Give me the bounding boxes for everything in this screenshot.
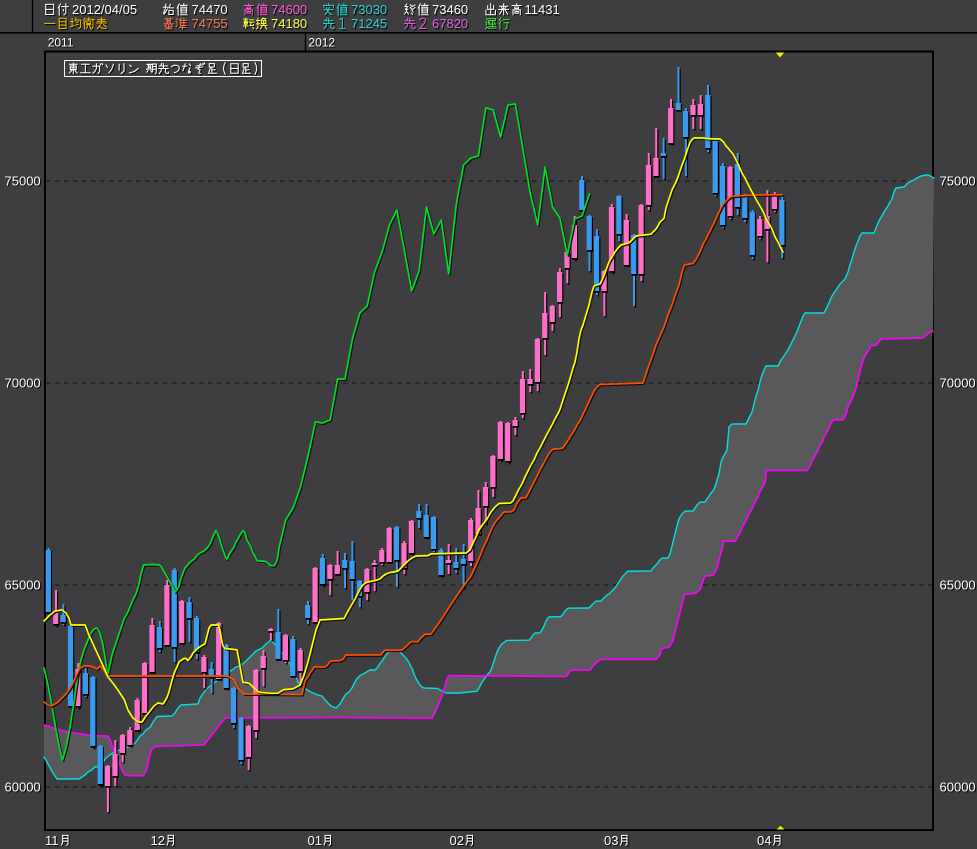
- svg-text:70000: 70000: [5, 376, 41, 391]
- svg-text:11431: 11431: [525, 2, 560, 17]
- svg-text:12: 12: [151, 833, 165, 848]
- svg-text:71245: 71245: [352, 17, 388, 32]
- svg-text:60000: 60000: [940, 780, 976, 795]
- svg-text:12: 12: [152, 834, 166, 849]
- svg-text:74470: 74470: [192, 2, 228, 17]
- svg-text:74470: 74470: [193, 3, 229, 18]
- svg-text:74180: 74180: [271, 16, 307, 31]
- svg-text:04: 04: [757, 833, 771, 848]
- svg-text:60000: 60000: [5, 780, 41, 795]
- svg-text:70000: 70000: [6, 377, 42, 392]
- svg-text:01: 01: [308, 833, 322, 848]
- svg-text:74755: 74755: [193, 17, 229, 32]
- svg-text:73030: 73030: [352, 3, 388, 18]
- svg-text:03: 03: [604, 833, 618, 848]
- svg-text:74180: 74180: [272, 17, 308, 32]
- svg-text:2011: 2011: [49, 36, 75, 50]
- svg-text:2012: 2012: [308, 35, 335, 49]
- svg-text:02: 02: [451, 834, 465, 849]
- svg-text:73030: 73030: [351, 2, 387, 17]
- svg-text:60000: 60000: [941, 781, 977, 796]
- svg-text:2012: 2012: [310, 36, 337, 50]
- svg-text:03: 03: [605, 834, 619, 849]
- svg-text:02: 02: [450, 833, 464, 848]
- svg-text:74600: 74600: [272, 3, 308, 18]
- svg-text:11: 11: [46, 834, 60, 849]
- svg-text:74600: 74600: [271, 2, 307, 17]
- svg-text:71245: 71245: [351, 16, 387, 31]
- svg-text:73460: 73460: [433, 3, 469, 18]
- svg-text:11: 11: [45, 833, 59, 848]
- svg-text:65000: 65000: [941, 579, 977, 594]
- svg-text:2011: 2011: [48, 35, 74, 49]
- svg-text:2012/04/05: 2012/04/05: [72, 2, 137, 17]
- svg-text:65000: 65000: [940, 578, 976, 593]
- svg-text:11431: 11431: [526, 3, 561, 18]
- svg-text:65000: 65000: [5, 578, 41, 593]
- svg-text:75000: 75000: [941, 175, 977, 190]
- svg-text:60000: 60000: [6, 781, 42, 796]
- svg-text:74755: 74755: [192, 16, 228, 31]
- svg-text:04: 04: [758, 834, 772, 849]
- svg-text:67820: 67820: [432, 16, 468, 31]
- svg-text:73460: 73460: [432, 2, 468, 17]
- svg-text:65000: 65000: [6, 579, 42, 594]
- svg-text:67820: 67820: [433, 17, 469, 32]
- svg-text:01: 01: [309, 834, 323, 849]
- svg-text:2012/04/05: 2012/04/05: [73, 3, 138, 18]
- svg-text:70000: 70000: [941, 377, 977, 392]
- svg-text:75000: 75000: [5, 174, 41, 189]
- svg-text:75000: 75000: [6, 175, 42, 190]
- svg-text:75000: 75000: [940, 174, 976, 189]
- svg-text:70000: 70000: [940, 376, 976, 391]
